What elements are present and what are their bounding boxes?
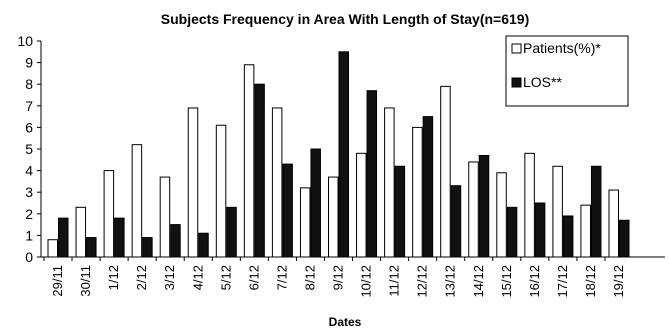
bar-patients <box>580 204 591 258</box>
bar-patients <box>552 165 563 258</box>
bar-patients <box>496 172 507 258</box>
x-tick-label: 12/12 <box>415 265 430 298</box>
bar-los <box>226 206 237 258</box>
bar-los <box>142 237 153 258</box>
bar-los <box>114 217 125 258</box>
y-tick-label: 7 <box>25 98 33 114</box>
bar-patients <box>440 85 451 258</box>
legend-box <box>505 35 629 107</box>
x-tick-label: 15/12 <box>499 265 514 298</box>
x-tick-label: 30/11 <box>78 265 93 297</box>
y-tick-label: 3 <box>25 184 33 200</box>
bar-los <box>366 90 378 258</box>
bar-patients <box>75 206 87 258</box>
bar-patients <box>215 124 227 258</box>
legend-swatch-patients <box>511 43 522 54</box>
y-tick-label: 5 <box>25 141 33 157</box>
x-tick-label: 7/12 <box>274 265 289 290</box>
x-tick-label: 10/12 <box>359 265 374 298</box>
x-tick-label: 19/12 <box>611 265 626 298</box>
bar-los <box>534 202 546 258</box>
x-tick-label: 29/11 <box>50 265 65 297</box>
bar-los <box>338 51 349 258</box>
bar-patients <box>187 107 199 258</box>
x-tick-label: 11/12 <box>387 265 402 297</box>
bar-patients <box>356 152 367 258</box>
bar-patients <box>271 107 283 258</box>
x-tick-label: 18/12 <box>583 265 598 298</box>
bar-patients <box>384 107 395 258</box>
bar-patients <box>328 176 339 258</box>
bar-los <box>422 116 434 258</box>
y-tick-label: 2 <box>25 206 33 222</box>
bar-los <box>394 165 406 258</box>
bar-patients <box>524 152 535 258</box>
x-tick-label: 4/12 <box>190 265 205 290</box>
bar-los <box>478 154 490 258</box>
x-tick-label: 17/12 <box>555 265 570 298</box>
bar-patients <box>412 126 423 258</box>
bar-patients <box>243 64 255 258</box>
bar-los <box>282 163 293 258</box>
y-tick-label: 8 <box>25 76 33 92</box>
y-tick-label: 1 <box>25 227 33 243</box>
bar-los <box>58 217 69 258</box>
x-tick-label: 5/12 <box>218 265 233 290</box>
x-tick-label: 14/12 <box>471 265 486 298</box>
bar-patients <box>131 144 143 258</box>
legend-label-patients: Patients(%)* <box>523 40 601 56</box>
bar-patients <box>103 170 115 258</box>
chart-title: Subjects Frequency in Area With Length o… <box>161 11 529 27</box>
y-tick-label: 6 <box>25 119 33 135</box>
x-tick-label: 6/12 <box>246 265 261 290</box>
bar-los <box>590 165 602 258</box>
legend: Patients(%)* LOS** <box>505 35 629 107</box>
bar-los <box>86 237 97 258</box>
x-tick-label: 9/12 <box>331 265 346 290</box>
legend-label-los: LOS** <box>523 74 562 90</box>
bar-los <box>506 206 518 258</box>
y-tick-label: 9 <box>25 55 33 71</box>
y-tick-label: 10 <box>17 33 33 49</box>
x-tick-label: 8/12 <box>302 265 317 290</box>
plot-area: 0 1 2 3 4 5 6 7 8 9 10 29/11 30/11 1/12 2/12 3/12 4/12 5/… <box>17 33 665 298</box>
bar-patients <box>159 176 171 258</box>
y-tick-label: 0 <box>25 249 33 265</box>
x-tick-label: 2/12 <box>134 265 149 290</box>
x-axis-title: Dates <box>329 315 362 329</box>
x-tick-label: 1/12 <box>106 265 121 290</box>
x-tick-label: 16/12 <box>527 265 542 298</box>
bar-los <box>619 219 630 258</box>
x-tick-label: 3/12 <box>162 265 177 290</box>
bar-los <box>310 148 321 258</box>
bar-patients <box>299 187 311 258</box>
bar-los <box>254 83 265 258</box>
x-tick-label: 13/12 <box>443 265 458 298</box>
bar-patients <box>608 189 619 258</box>
bar-los <box>562 215 574 258</box>
bar-patients <box>468 161 479 258</box>
bar-los <box>170 224 181 258</box>
legend-swatch-los <box>511 77 522 88</box>
bar-patients <box>47 239 58 258</box>
bar-los <box>198 232 209 258</box>
y-tick-label: 4 <box>25 163 33 179</box>
bar-los <box>450 185 462 258</box>
